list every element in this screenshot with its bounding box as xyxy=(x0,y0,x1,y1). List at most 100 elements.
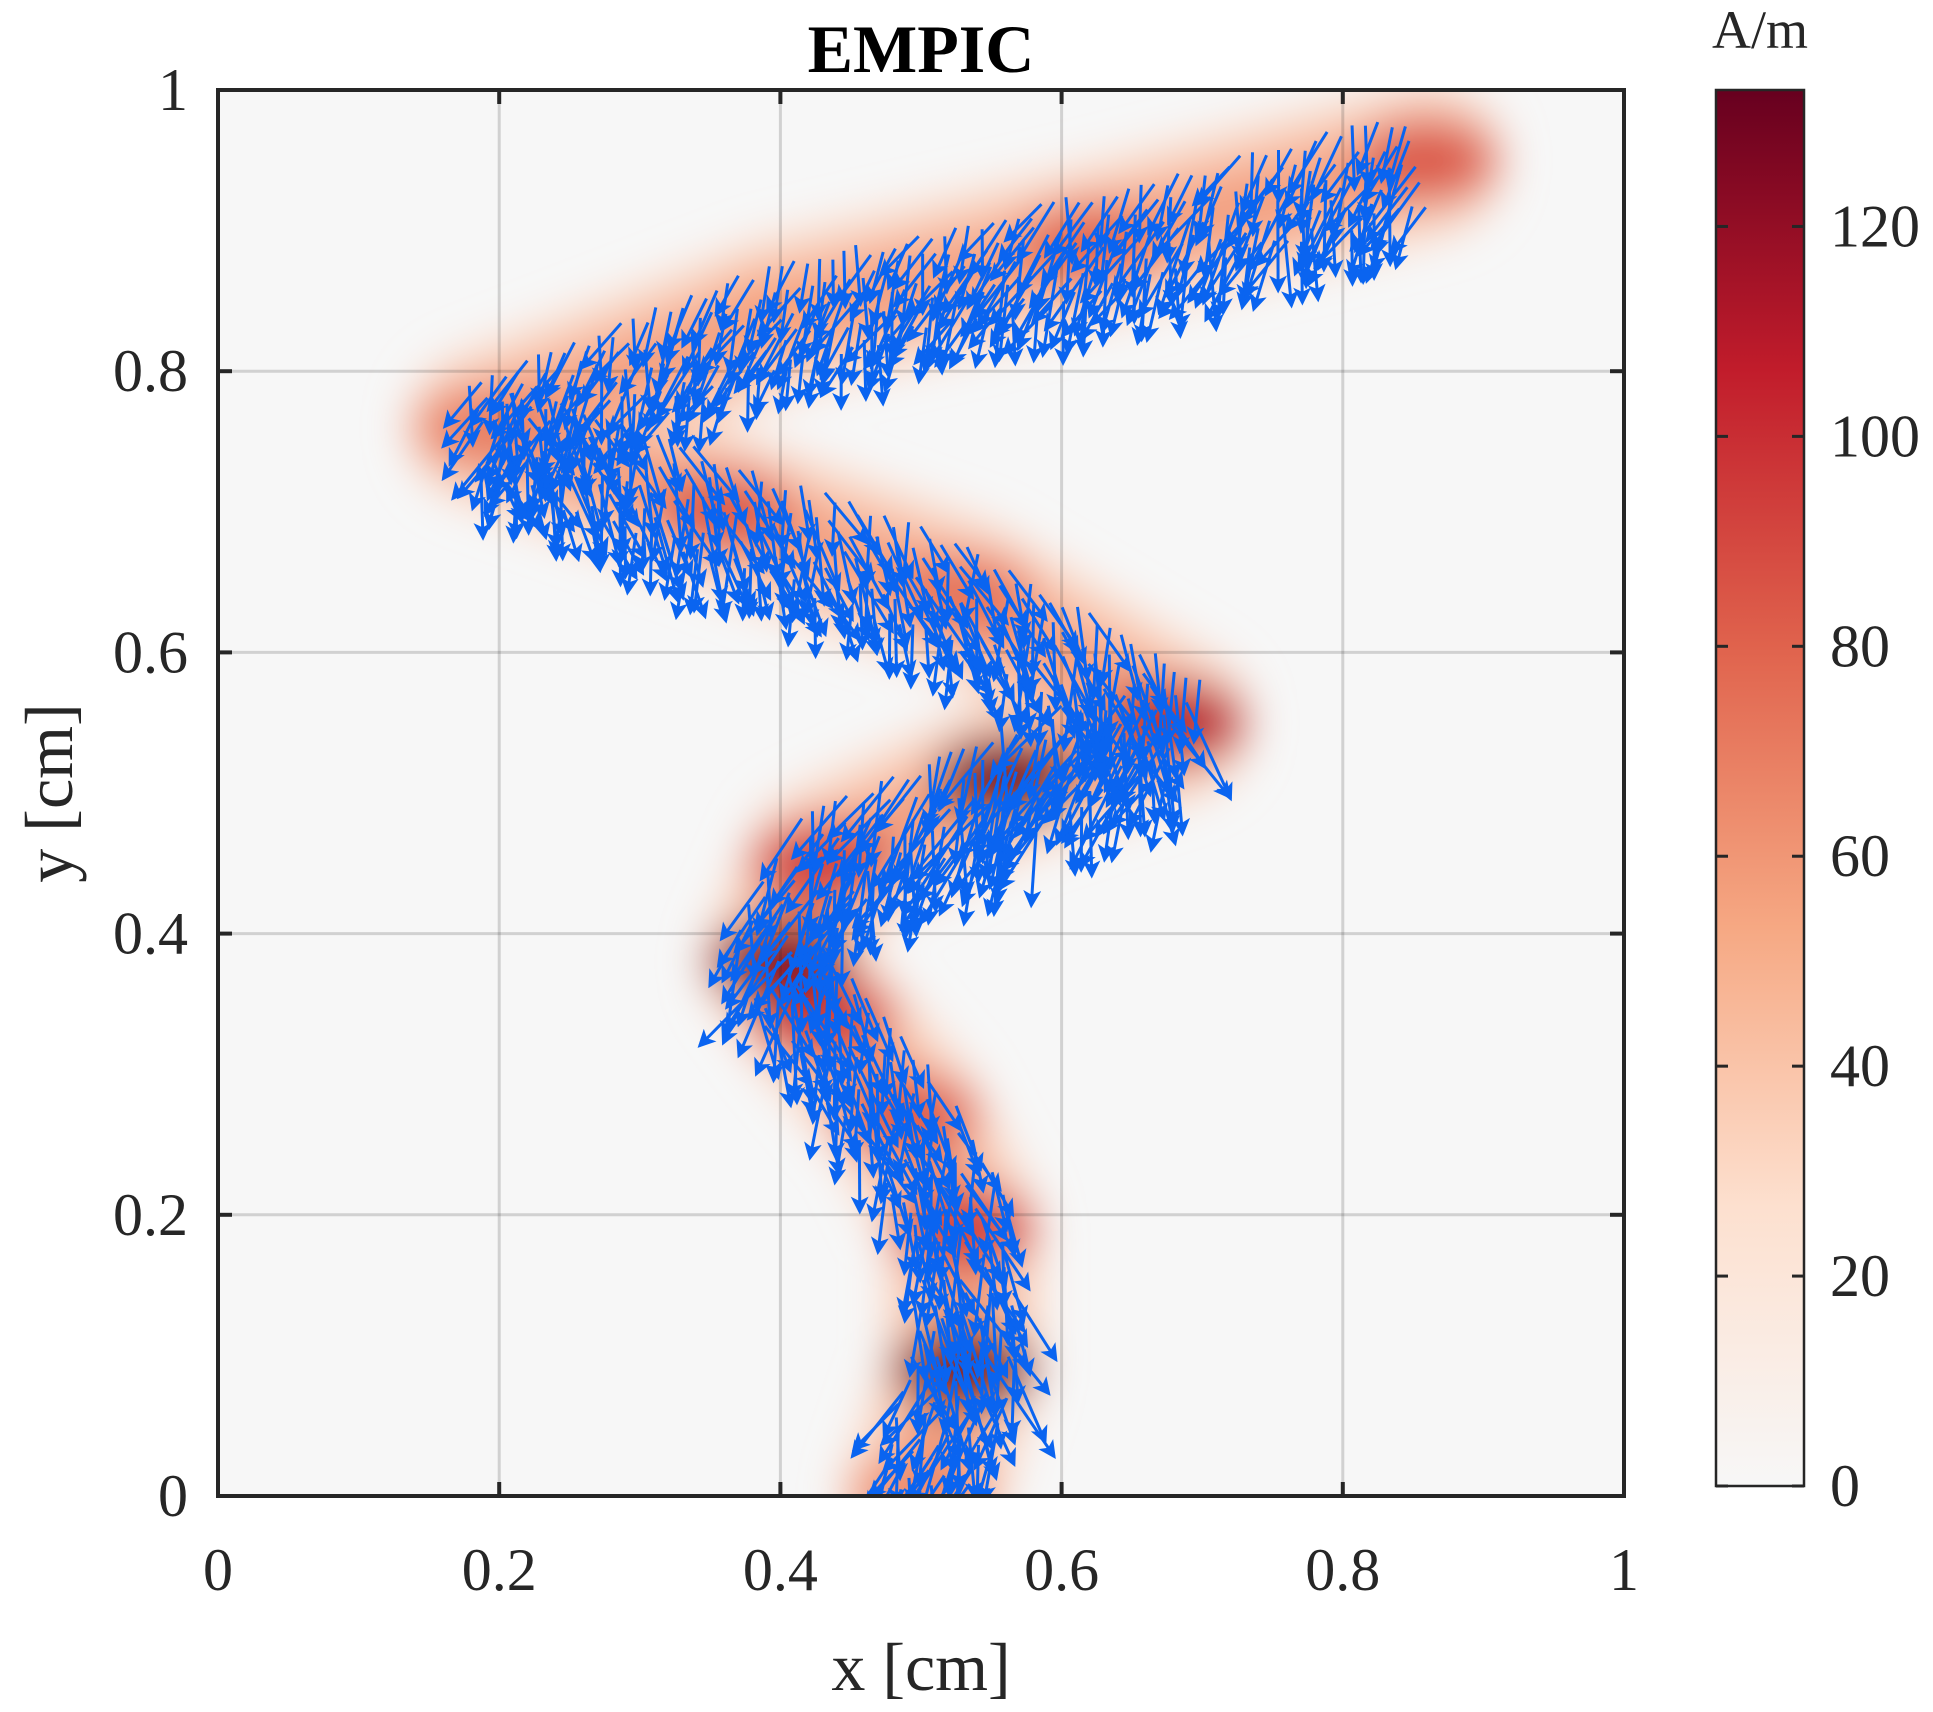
current-arrow-462 xyxy=(1087,663,1138,727)
current-arrow-253 xyxy=(730,903,784,982)
current-arrow-914 xyxy=(937,236,956,295)
current-arrow-772 xyxy=(563,381,618,453)
current-arrow-39 xyxy=(850,1390,905,1459)
current-arrow-465 xyxy=(1085,624,1104,701)
current-arrow-698 xyxy=(519,460,538,536)
current-arrow-470 xyxy=(1087,612,1132,673)
current-arrow-640 xyxy=(678,446,726,506)
current-arrow-987 xyxy=(1079,234,1142,304)
current-arrow-537 xyxy=(914,576,975,662)
current-arrow-1045 xyxy=(1293,241,1312,306)
current-arrow-753 xyxy=(516,369,560,418)
current-arrow-77 xyxy=(958,1305,996,1411)
chart-title: EMPIC xyxy=(808,11,1035,87)
x-tick-label-1: 0.2 xyxy=(462,1537,537,1603)
current-arrow-650 xyxy=(655,434,682,493)
current-arrow-635 xyxy=(692,445,741,503)
current-arrow-636 xyxy=(684,468,717,523)
current-arrow-284 xyxy=(807,805,826,873)
current-arrow-339 xyxy=(922,751,953,828)
current-arrow-1095 xyxy=(1389,206,1427,255)
current-arrow-1039 xyxy=(1242,152,1261,215)
current-arrow-956 xyxy=(1030,277,1073,324)
current-arrow-304 xyxy=(826,792,875,840)
current-arrow-262 xyxy=(749,889,820,976)
current-arrow-668 xyxy=(597,484,625,568)
y-axis-label: y [cm] xyxy=(11,703,87,882)
current-arrow-1 xyxy=(925,1504,946,1563)
current-arrow-11 xyxy=(928,1474,946,1496)
current-arrow-854 xyxy=(766,260,796,315)
current-arrow-814 xyxy=(666,294,694,352)
y-tick-label-4: 0.8 xyxy=(113,338,188,404)
current-arrow-755 xyxy=(579,436,599,494)
current-arrow-1069 xyxy=(1286,131,1329,196)
current-arrow-874 xyxy=(835,250,854,310)
current-arrow-1054 xyxy=(1264,148,1293,197)
current-arrow-496 xyxy=(1020,597,1056,653)
current-arrow-567 xyxy=(843,550,894,634)
current-arrow-918 xyxy=(933,254,964,315)
current-arrow-259 xyxy=(719,880,765,942)
current-arrow-534 xyxy=(902,624,921,690)
current-arrow-505 xyxy=(1007,569,1048,622)
current-arrow-460 xyxy=(1095,627,1114,687)
current-arrow-1013 xyxy=(1177,196,1199,278)
current-arrow-5 xyxy=(935,1499,972,1546)
current-arrow-190 xyxy=(882,1016,909,1086)
current-arrow-160 xyxy=(926,1080,963,1132)
current-arrow-44 xyxy=(882,1379,912,1439)
current-arrow-331 xyxy=(901,815,969,917)
current-arrow-541 xyxy=(911,547,934,616)
current-arrow-210 xyxy=(850,977,880,1043)
current-arrow-113 xyxy=(929,1230,976,1316)
current-arrow-819 xyxy=(681,297,708,349)
colorbar xyxy=(1714,88,1806,1488)
current-arrow-132 xyxy=(920,1174,939,1278)
current-arrow-724 xyxy=(442,381,483,429)
current-arrow-959 xyxy=(1016,201,1056,263)
colorbar-tick-label-4: 80 xyxy=(1830,613,1890,679)
current-arrow-1094 xyxy=(1375,127,1394,185)
current-arrow-919 xyxy=(932,227,958,279)
current-arrow-349 xyxy=(953,746,979,826)
colorbar-tick-label-5: 100 xyxy=(1830,403,1920,469)
current-arrow-445 xyxy=(1138,653,1166,709)
colorbar-tick-label-1: 20 xyxy=(1830,1243,1890,1309)
current-arrow-580 xyxy=(823,491,869,545)
current-arrow-764 xyxy=(544,341,576,400)
current-arrow-984 xyxy=(1080,195,1119,253)
density-peak-14 xyxy=(1357,118,1498,203)
current-arrow-543 xyxy=(887,599,906,679)
current-arrow-1041 xyxy=(1281,223,1299,309)
current-arrow-126 xyxy=(960,1172,1008,1242)
current-arrow-525 xyxy=(953,542,989,589)
axes-frame xyxy=(216,88,1626,1498)
current-arrow-80 xyxy=(1012,1291,1058,1363)
current-arrow-354 xyxy=(936,741,995,810)
current-arrow-1096 xyxy=(1370,181,1421,251)
current-arrow-969 xyxy=(1043,201,1081,259)
x-tick-label-0: 0 xyxy=(203,1537,233,1603)
x-tick-label-4: 0.8 xyxy=(1305,1537,1380,1603)
colorbar-tick-label-3: 60 xyxy=(1830,823,1890,889)
current-arrow-784 xyxy=(580,322,623,370)
current-arrow-450 xyxy=(1129,643,1151,722)
colorbar-tick-label-2: 40 xyxy=(1830,1033,1890,1099)
current-arrow-737 xyxy=(474,405,533,483)
current-arrow-615 xyxy=(737,469,784,526)
current-arrow-999 xyxy=(1118,183,1156,235)
current-arrow-165 xyxy=(922,1064,941,1135)
current-arrow-171 xyxy=(895,1073,939,1145)
current-arrow-736 xyxy=(506,431,543,504)
current-arrow-646 xyxy=(658,466,695,529)
current-arrow-870 xyxy=(856,340,875,403)
current-arrow-294 xyxy=(790,795,849,861)
current-arrow-750 xyxy=(574,439,593,498)
current-arrow-408 xyxy=(1087,713,1133,810)
y-tick-label-1: 0.2 xyxy=(113,1182,188,1248)
current-arrow-551 xyxy=(886,541,924,620)
current-arrow-972 xyxy=(1043,246,1105,332)
current-arrow-55 xyxy=(1006,1356,1048,1445)
current-arrow-868 xyxy=(801,274,838,330)
